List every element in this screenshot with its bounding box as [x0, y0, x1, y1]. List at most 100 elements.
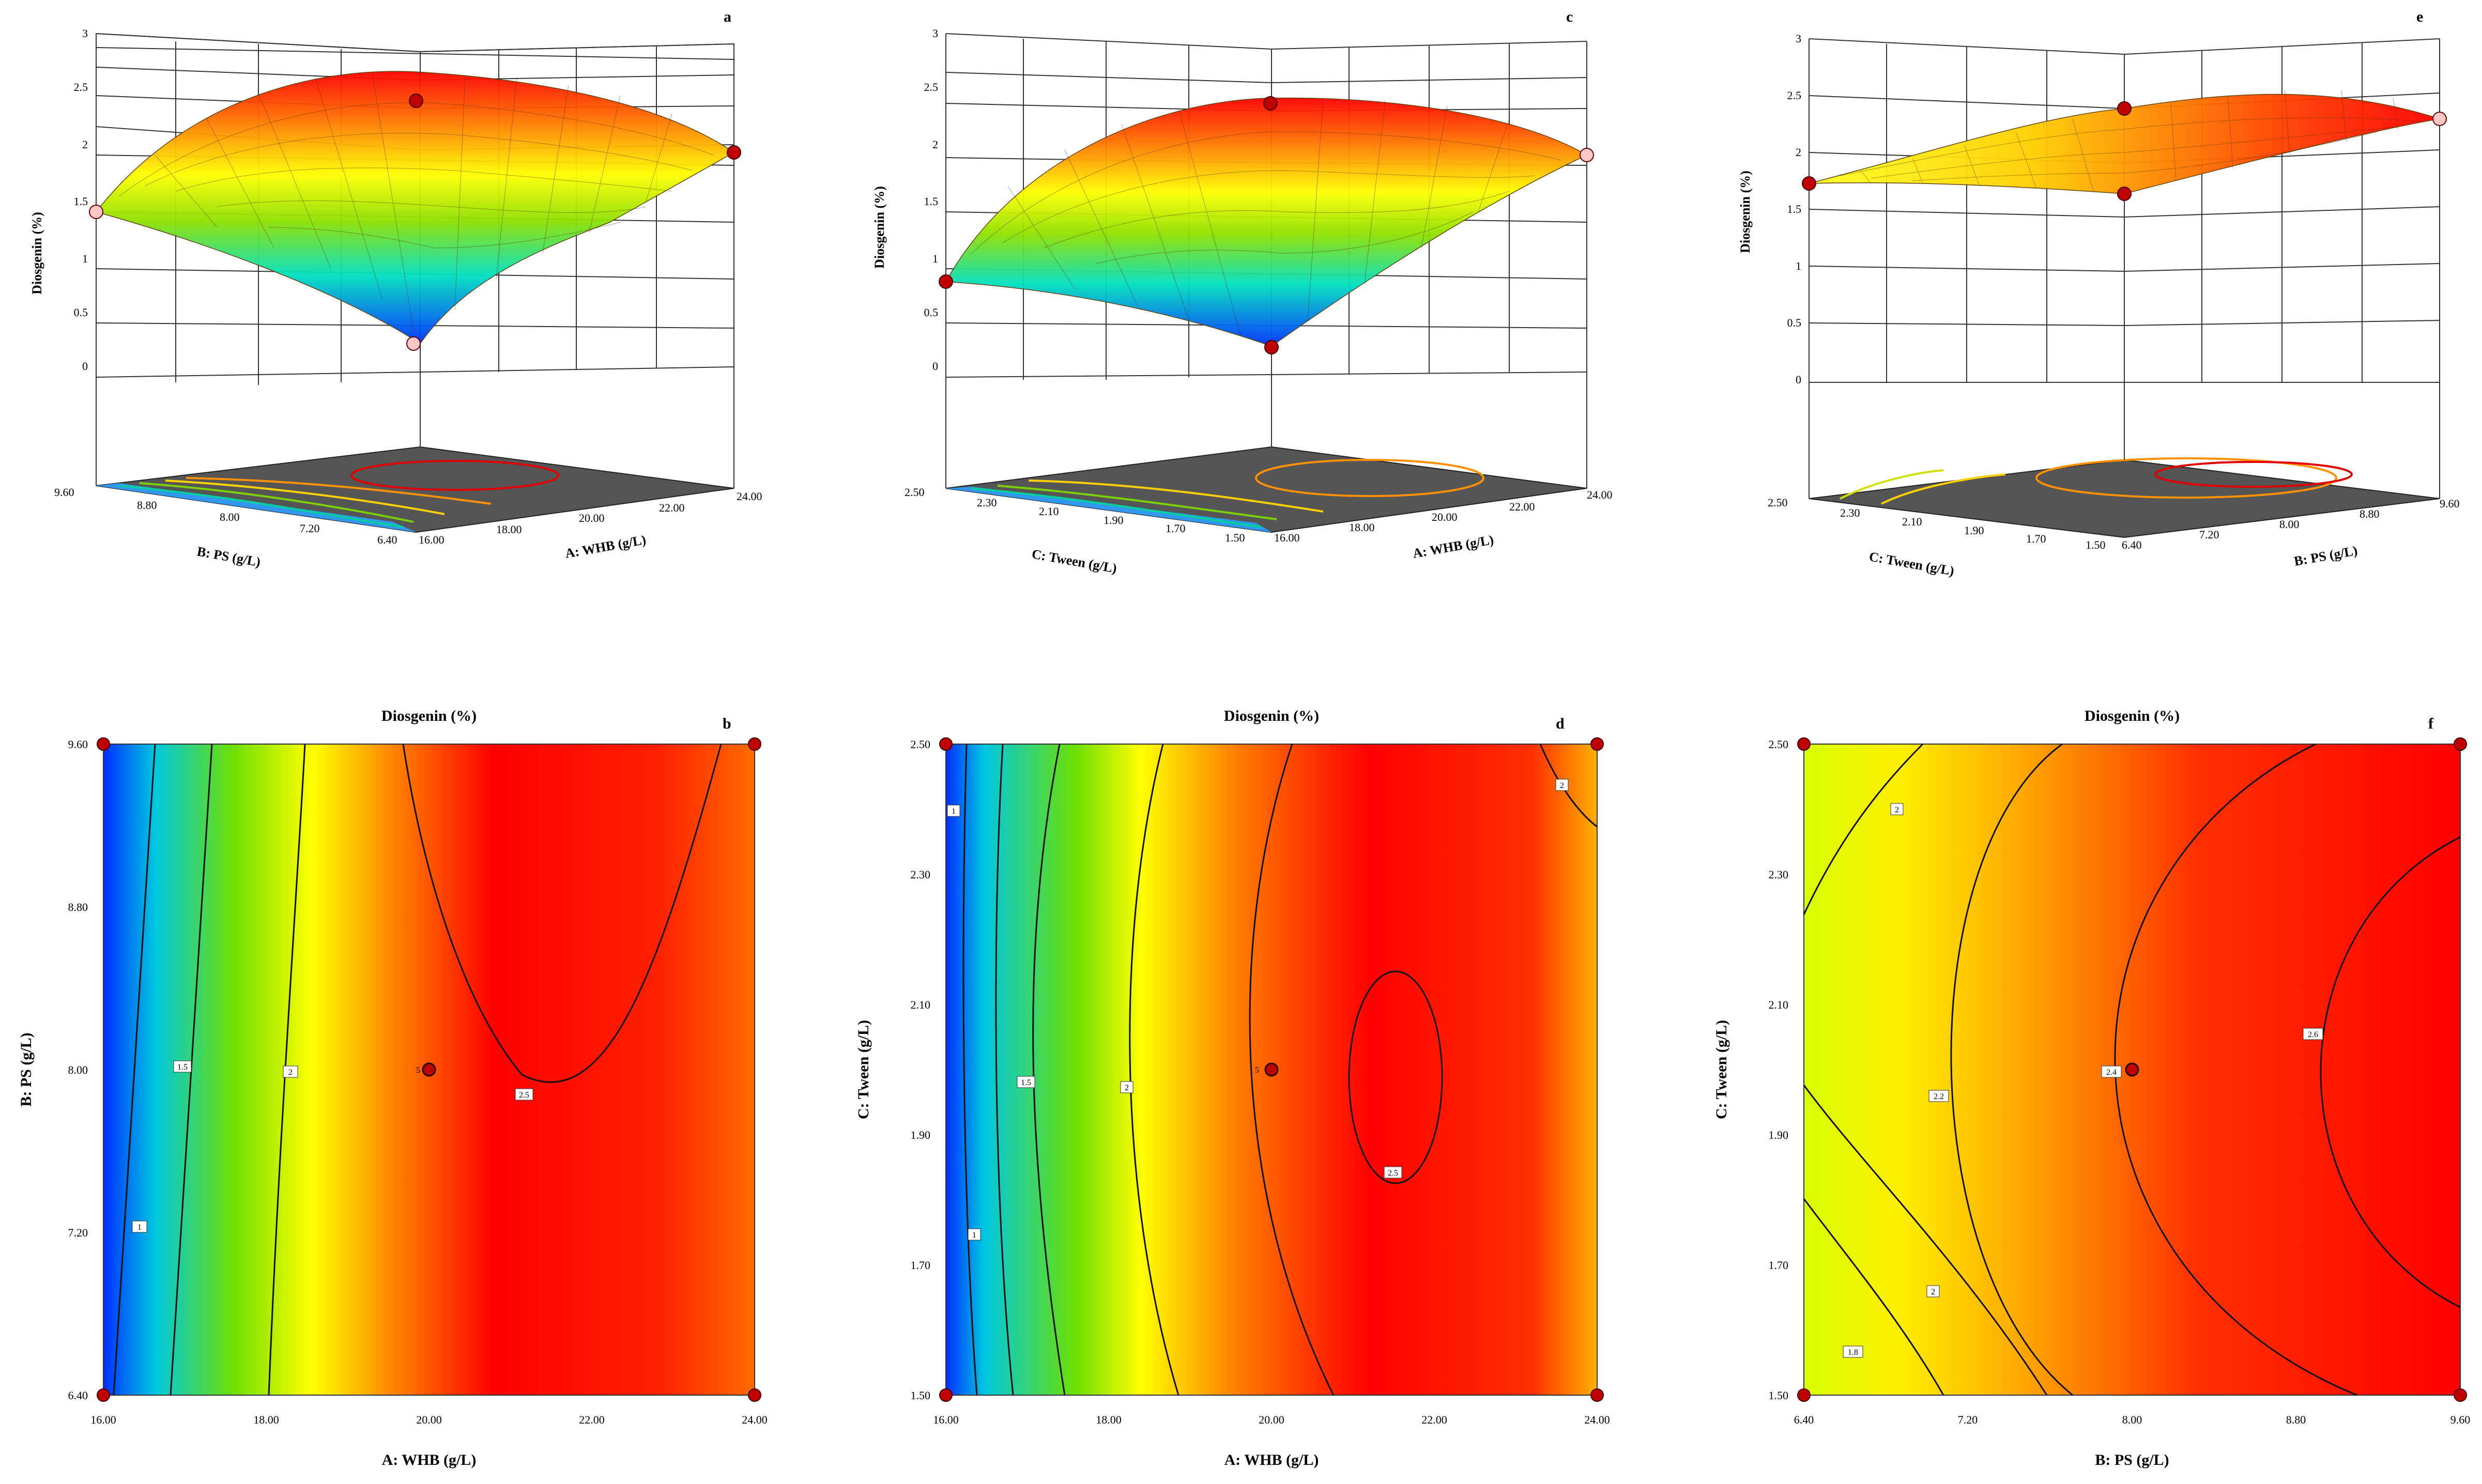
y-tick-label: 2.10: [1902, 515, 1922, 528]
panel-c-floor-ticks: 2.50 2.30 2.10 1.90 1.70 1.50 16.00 18.0…: [905, 486, 1613, 544]
x-tick-label: 20.00: [1259, 1413, 1284, 1426]
panel-b-contour: 1 1.5 2 2.5 5 Diosgenin (%) b 9.60 8.80 …: [18, 707, 768, 1468]
x-tick-label: 7.20: [2199, 528, 2219, 541]
y-tick-label: 7.20: [300, 522, 320, 535]
y-tick-label: 1.90: [1104, 514, 1124, 527]
x-tick-label: 16.00: [419, 533, 445, 546]
x-tick-label: 18.00: [253, 1413, 279, 1426]
panel-a-floor-contour-band: [96, 483, 416, 532]
x-tick-label: 22.00: [1509, 500, 1535, 513]
x-tick-label: 7.20: [1958, 1413, 1978, 1426]
panel-a-letter: a: [724, 8, 731, 25]
panel-b-design-point: [97, 1388, 110, 1402]
panel-f-title: Diosgenin (%): [2085, 707, 2180, 724]
panel-d-center-point: [1264, 1062, 1279, 1077]
panel-e-surface: 3 2.5 2 1.5 1 0.5 0 Diosgenin (%) e 2.50…: [1738, 8, 2460, 579]
y-tick-label: 2.50: [1769, 738, 1789, 751]
panel-d-title: Diosgenin (%): [1224, 707, 1319, 724]
z-tick-label: 0: [932, 360, 938, 373]
x-tick-label: 6.40: [2122, 538, 2142, 551]
contour-label: 2: [288, 1068, 293, 1077]
y-tick-label: 8.00: [68, 1063, 88, 1076]
panel-e-design-point: [1802, 176, 1816, 191]
panel-a-z-axis-label: Diosgenin (%): [29, 212, 44, 295]
y-tick-label: 2.30: [911, 868, 931, 881]
x-tick-label: 6.40: [1794, 1413, 1814, 1426]
contour-label: 2: [1895, 806, 1899, 814]
x-tick-label: 16.00: [933, 1413, 959, 1426]
panel-a-surface: 3 2.5 2 1.5 1 0.5 0 Diosgenin (%) a 9.60…: [29, 8, 762, 569]
y-tick-label: 1.90: [1769, 1129, 1789, 1141]
panel-f-design-point: [1797, 737, 1811, 751]
x-tick-label: 22.00: [579, 1413, 605, 1426]
y-tick-label: 1.90: [911, 1129, 931, 1141]
z-tick-label: 2: [1796, 146, 1801, 159]
contour-label: 1.5: [177, 1063, 188, 1072]
panel-e-y-axis-label: C: Tween (g/L): [1868, 549, 1955, 578]
panel-b-x-axis-label: A: WHB (g/L): [382, 1451, 477, 1468]
panel-e-design-point: [2117, 101, 2132, 116]
contour-label: 2: [1931, 1288, 1935, 1296]
panel-a-y-axis-label: B: PS (g/L): [196, 544, 262, 569]
panel-e-x-axis-label: B: PS (g/L): [2293, 543, 2358, 569]
z-tick-label: 1: [932, 252, 938, 265]
panel-d-design-point: [1590, 1388, 1604, 1402]
z-tick-label: 0.5: [924, 306, 939, 319]
y-tick-label: 6.40: [377, 533, 397, 546]
x-tick-label: 16.00: [90, 1413, 116, 1426]
panel-b-center-point: [422, 1062, 436, 1077]
panel-d-center-count: 5: [1255, 1066, 1259, 1075]
panel-c-design-point: [1264, 340, 1279, 354]
panel-f-design-point: [2454, 737, 2467, 751]
panel-a-x-axis-label: A: WHB (g/L): [564, 532, 647, 561]
z-tick-label: 0: [82, 360, 88, 373]
y-tick-label: 1.50: [2086, 538, 2106, 551]
contour-label: 1: [952, 807, 956, 816]
panel-f-letter: f: [2428, 715, 2434, 732]
panel-e-z-ticks: 3 2.5 2 1.5 1 0.5 0: [1787, 32, 1802, 386]
panel-e-surface-mesh: [1840, 90, 2419, 192]
contour-label: 2.2: [1934, 1092, 1944, 1101]
panel-d-x-ticks: 16.00 18.00 20.00 22.00 24.00: [933, 1413, 1610, 1426]
x-tick-label: 18.00: [1096, 1413, 1122, 1426]
panel-f-design-point: [2454, 1388, 2467, 1402]
panel-b-contour-lines: [113, 744, 722, 1396]
x-tick-label: 9.60: [2450, 1413, 2471, 1426]
x-tick-label: 24.00: [742, 1413, 768, 1426]
x-tick-label: 8.00: [2122, 1413, 2142, 1426]
panel-c-floor-contour-band: [946, 487, 1271, 532]
z-tick-label: 1.5: [924, 195, 939, 208]
x-tick-label: 24.00: [1584, 1413, 1610, 1426]
panel-f-contour: 2 2.2 2.4 2.6 2 1.8 Diosgenin (%) f 2.50…: [1713, 707, 2470, 1468]
contour-label: 2.5: [1388, 1169, 1398, 1178]
panel-d-contour-lines: [962, 744, 1598, 1396]
y-tick-label: 7.20: [68, 1226, 88, 1239]
z-tick-label: 0: [1796, 373, 1801, 386]
x-tick-label: 24.00: [1587, 488, 1613, 501]
z-tick-label: 0.5: [1787, 316, 1802, 329]
panel-e-letter: e: [2416, 8, 2423, 25]
panel-e-floor-ticks: 2.50 2.30 2.10 1.90 1.70 1.50 6.40 7.20 …: [1768, 496, 2460, 551]
panel-c-design-point: [939, 274, 953, 289]
panel-b-design-point: [748, 737, 761, 751]
x-tick-label: 8.80: [2360, 507, 2380, 520]
y-tick-label: 2.30: [1769, 868, 1789, 881]
z-tick-label: 2.5: [924, 81, 939, 94]
panel-f-x-axis-label: B: PS (g/L): [2095, 1451, 2169, 1468]
panel-b-y-ticks: 9.60 8.80 8.00 7.20 6.40: [68, 738, 88, 1402]
x-tick-label: 18.00: [1349, 521, 1375, 534]
panel-a-surface-mesh: [118, 72, 714, 331]
panel-c-x-axis-label: A: WHB (g/L): [1412, 532, 1495, 561]
y-tick-label: 2.30: [977, 496, 997, 509]
panel-b-design-point: [97, 737, 110, 751]
y-tick-label: 1.50: [1769, 1389, 1789, 1402]
panel-f-y-axis-label: C: Tween (g/L): [1713, 1020, 1730, 1119]
panel-d-contour: 1 1 1.5 2 2.5 2 5 Diosgenin (%) d 2.50 2…: [855, 707, 1610, 1468]
x-tick-label: 9.60: [2440, 497, 2460, 510]
panel-b-title: Diosgenin (%): [381, 707, 477, 724]
panel-e-z-axis-label: Diosgenin (%): [1738, 171, 1753, 253]
z-tick-label: 3: [1796, 32, 1801, 45]
panel-d-y-axis-label: C: Tween (g/L): [855, 1020, 872, 1119]
y-tick-label: 1.70: [1166, 522, 1186, 535]
